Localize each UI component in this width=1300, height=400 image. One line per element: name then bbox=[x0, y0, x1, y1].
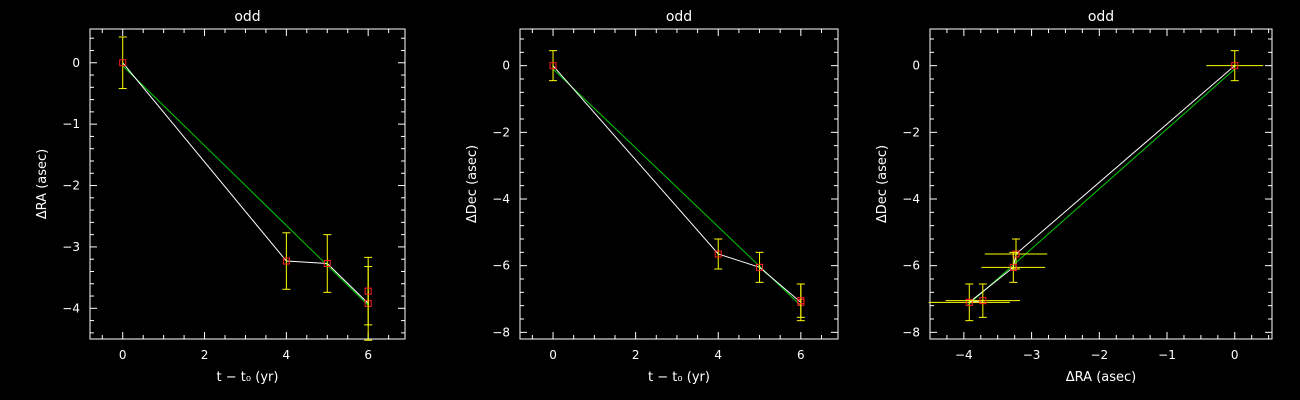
data-point-marker bbox=[549, 62, 557, 70]
data-point-marker bbox=[1231, 62, 1239, 70]
fit-line bbox=[966, 68, 1236, 307]
plot-frame bbox=[519, 28, 839, 340]
y-tick-label: −2 bbox=[492, 125, 510, 139]
chart-title: odd bbox=[666, 9, 692, 25]
x-tick-label: −2 bbox=[1090, 348, 1108, 362]
y-tick-label: 0 bbox=[912, 59, 920, 73]
data-point-marker bbox=[364, 287, 372, 295]
x-tick-label: 6 bbox=[364, 348, 372, 362]
data-point-marker bbox=[965, 298, 973, 306]
chart-panel-1: odd 0 2 4 6 0 −1 −2 −3 −4 t − t₀ (yr) ΔRA (asec) bbox=[35, 9, 406, 385]
chart-title: odd bbox=[1088, 9, 1114, 25]
data-point-marker bbox=[1009, 263, 1017, 271]
chart-panel-3: odd −4 −3 −2 −1 0 0 −2 −4 −6 −8 ΔRA (asec) ΔDec (ase… bbox=[875, 9, 1273, 385]
x-axis-label: ΔRA (asec) bbox=[1066, 370, 1136, 385]
y-axis-label: ΔRA (asec) bbox=[35, 149, 50, 219]
y-axis-label: ΔDec (asec) bbox=[465, 145, 480, 223]
y-tick-label: −8 bbox=[492, 325, 510, 339]
x-tick-label: 2 bbox=[201, 348, 209, 362]
x-tick-label: 6 bbox=[797, 348, 805, 362]
y-tick-label: 0 bbox=[502, 59, 510, 73]
data-point-marker bbox=[756, 263, 764, 271]
y-tick-label: −4 bbox=[492, 192, 510, 206]
x-tick-label: 4 bbox=[283, 348, 291, 362]
x-tick-label: −3 bbox=[1023, 348, 1041, 362]
y-tick-label: −4 bbox=[902, 192, 920, 206]
y-axis-label: ΔDec (asec) bbox=[875, 145, 890, 223]
y-tick-label: −4 bbox=[62, 301, 80, 315]
y-tick-label: −6 bbox=[492, 259, 510, 273]
data-point-marker bbox=[797, 297, 805, 305]
x-axis-label: t − t₀ (yr) bbox=[217, 370, 279, 385]
plot-frame bbox=[929, 28, 1273, 340]
chart-panel-2: odd 0 2 4 6 0 −2 −4 −6 −8 t − t₀ (yr) ΔDec (asec) bbox=[465, 9, 839, 385]
x-tick-label: −4 bbox=[955, 348, 973, 362]
data-point-marker bbox=[119, 59, 127, 67]
data-point-marker bbox=[979, 297, 987, 305]
x-tick-label: 0 bbox=[549, 348, 557, 362]
x-tick-label: −1 bbox=[1158, 348, 1176, 362]
y-tick-label: −1 bbox=[62, 117, 80, 131]
y-tick-label: −2 bbox=[902, 125, 920, 139]
data-point-marker bbox=[714, 250, 722, 258]
chart-title: odd bbox=[234, 9, 260, 25]
y-tick-label: −8 bbox=[902, 325, 920, 339]
data-point-marker bbox=[282, 257, 290, 265]
x-tick-label: 0 bbox=[1231, 348, 1239, 362]
y-tick-label: −6 bbox=[902, 259, 920, 273]
data-point-marker bbox=[323, 259, 331, 267]
x-tick-label: 2 bbox=[632, 348, 640, 362]
x-tick-label: 4 bbox=[714, 348, 722, 362]
y-tick-label: −2 bbox=[62, 179, 80, 193]
plot-frame bbox=[89, 28, 406, 340]
y-tick-label: 0 bbox=[72, 56, 80, 70]
x-tick-label: 0 bbox=[119, 348, 127, 362]
x-axis-label: t − t₀ (yr) bbox=[648, 370, 710, 385]
y-tick-label: −3 bbox=[62, 240, 80, 254]
